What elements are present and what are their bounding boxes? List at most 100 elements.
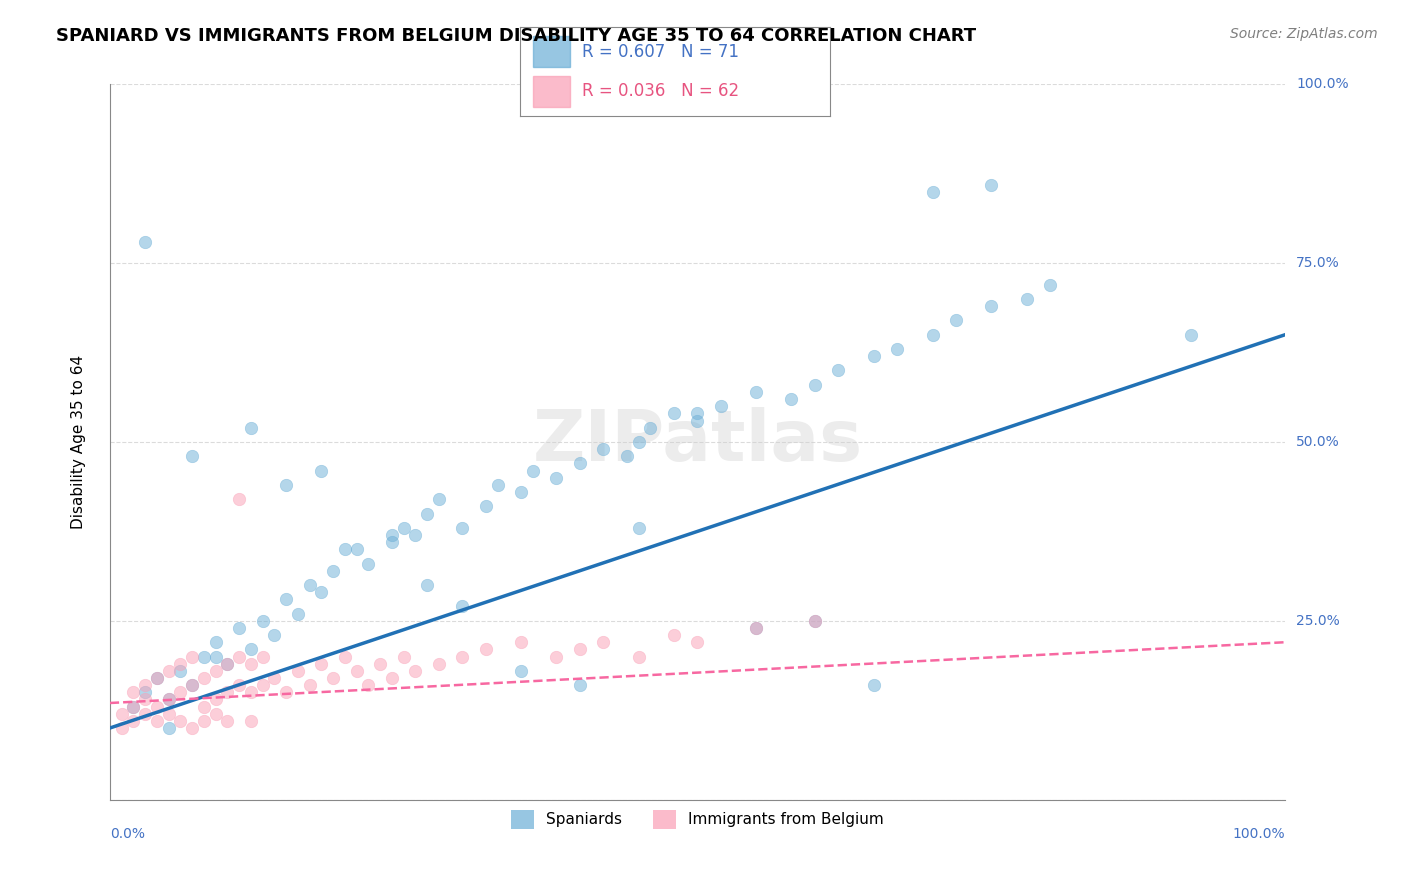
Text: 100.0%: 100.0% (1233, 827, 1285, 841)
Point (134, 692, 156, 706)
Point (228, 678, 250, 692)
Point (263, 671, 285, 685)
Point (357, 678, 380, 692)
Text: R = 0.036   N = 62: R = 0.036 N = 62 (582, 82, 740, 100)
Point (239, 642, 262, 657)
Point (122, 685, 145, 699)
Bar (533, 36, 569, 67)
Text: R = 0.607   N = 71: R = 0.607 N = 71 (582, 43, 740, 61)
Point (804, 614, 827, 628)
Point (416, 507, 439, 521)
Point (780, 392, 803, 406)
Point (451, 599, 474, 614)
Point (522, 464, 544, 478)
Point (627, 435, 650, 450)
Point (886, 342, 908, 356)
Point (146, 671, 169, 685)
Legend: Spaniards, Immigrants from Belgium: Spaniards, Immigrants from Belgium (505, 804, 890, 835)
Point (451, 649, 474, 664)
Point (169, 714, 191, 728)
Point (311, 585, 333, 599)
Point (134, 678, 156, 692)
Point (169, 685, 191, 699)
Point (1015, 292, 1038, 306)
Point (510, 635, 533, 649)
Point (228, 621, 250, 635)
Point (276, 478, 298, 492)
Point (157, 692, 180, 706)
Text: 25.0%: 25.0% (1296, 614, 1340, 628)
Text: 100.0%: 100.0% (1296, 78, 1348, 92)
Point (686, 406, 709, 420)
Point (252, 614, 274, 628)
Point (1180, 327, 1202, 342)
Point (134, 235, 156, 249)
Point (980, 299, 1002, 313)
Point (745, 621, 768, 635)
Point (204, 635, 226, 649)
Point (346, 542, 368, 557)
Point (193, 699, 215, 714)
Point (662, 406, 685, 420)
Point (804, 377, 827, 392)
Point (311, 464, 333, 478)
Point (416, 578, 439, 592)
Y-axis label: Disability Age 35 to 64: Disability Age 35 to 64 (72, 355, 86, 529)
Point (239, 420, 262, 434)
Point (404, 528, 426, 542)
Point (169, 664, 191, 678)
Point (204, 649, 226, 664)
Point (921, 185, 943, 199)
Point (110, 706, 132, 721)
Point (122, 699, 145, 714)
Point (686, 635, 709, 649)
Point (252, 678, 274, 692)
Point (627, 521, 650, 535)
Point (157, 692, 180, 706)
Point (287, 607, 309, 621)
Text: 75.0%: 75.0% (1296, 256, 1340, 270)
Point (298, 678, 321, 692)
Point (157, 721, 180, 735)
Point (346, 664, 368, 678)
Point (181, 678, 204, 692)
Point (333, 542, 356, 557)
Point (662, 628, 685, 642)
Point (392, 649, 415, 664)
Point (146, 714, 169, 728)
Bar (533, 76, 569, 107)
Point (568, 457, 591, 471)
Point (263, 628, 285, 642)
Point (181, 721, 204, 735)
Point (228, 649, 250, 664)
Point (1039, 277, 1062, 292)
Point (157, 706, 180, 721)
Point (217, 657, 239, 671)
Point (592, 442, 614, 457)
Point (357, 557, 380, 571)
Point (510, 664, 533, 678)
Point (193, 714, 215, 728)
Point (146, 671, 169, 685)
Point (368, 657, 391, 671)
Point (204, 706, 226, 721)
Point (228, 492, 250, 507)
Point (804, 614, 827, 628)
Point (640, 420, 662, 434)
Point (193, 649, 215, 664)
Point (381, 535, 404, 549)
Point (287, 664, 309, 678)
Point (745, 621, 768, 635)
Point (475, 642, 498, 657)
Point (381, 671, 404, 685)
Point (427, 492, 450, 507)
Point (122, 714, 145, 728)
Point (217, 685, 239, 699)
Point (276, 592, 298, 607)
Point (322, 564, 344, 578)
Point (122, 699, 145, 714)
Point (627, 649, 650, 664)
Point (252, 649, 274, 664)
Point (592, 635, 614, 649)
Point (980, 178, 1002, 192)
